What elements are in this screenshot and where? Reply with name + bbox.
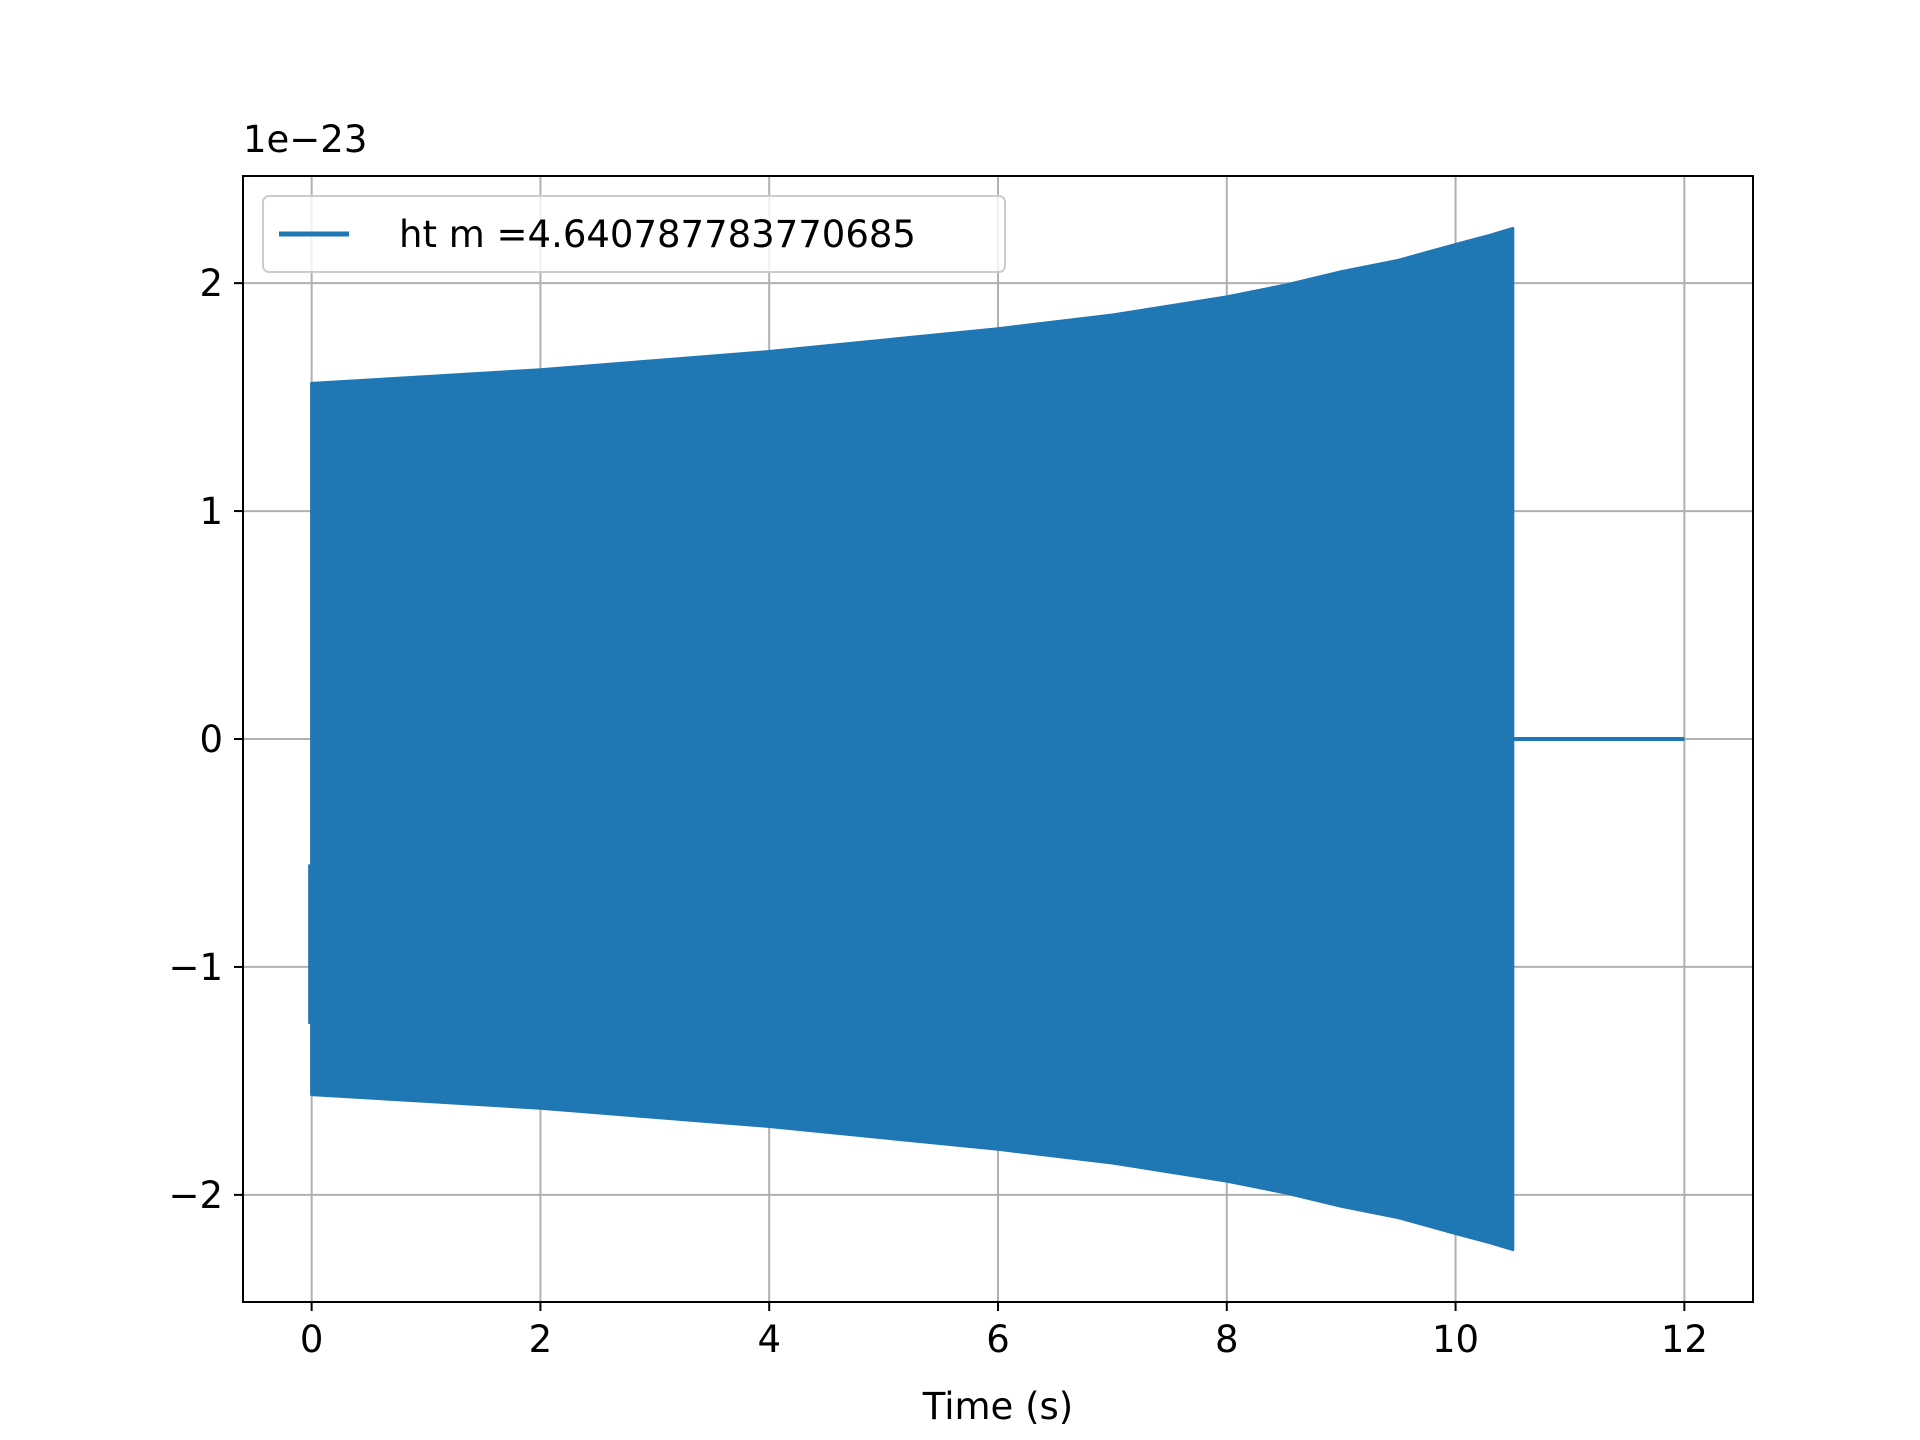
y-tick-label: −1: [168, 946, 223, 989]
y-tick-label: −2: [168, 1174, 223, 1217]
x-tick-label: 2: [529, 1318, 553, 1361]
y-axis-offset-label: 1e−23: [243, 118, 367, 161]
x-tick-label: 6: [986, 1318, 1010, 1361]
x-tick-label: 4: [757, 1318, 781, 1361]
signal-envelope: [310, 226, 1515, 1252]
y-tick-label: 1: [199, 490, 223, 533]
y-tick-label: 2: [199, 262, 223, 305]
legend: ht m =4.640787783770685: [262, 195, 1006, 273]
x-axis-label: Time (s): [922, 1385, 1073, 1428]
y-tick-label: 0: [199, 718, 223, 761]
legend-label: ht m =4.640787783770685: [399, 213, 916, 256]
x-tick-label: 0: [300, 1318, 324, 1361]
x-tick-label: 8: [1215, 1318, 1239, 1361]
x-tick-label: 12: [1661, 1318, 1708, 1361]
plot-data: [308, 226, 1685, 1252]
x-tick-label: 10: [1432, 1318, 1479, 1361]
legend-box: [262, 195, 1006, 273]
